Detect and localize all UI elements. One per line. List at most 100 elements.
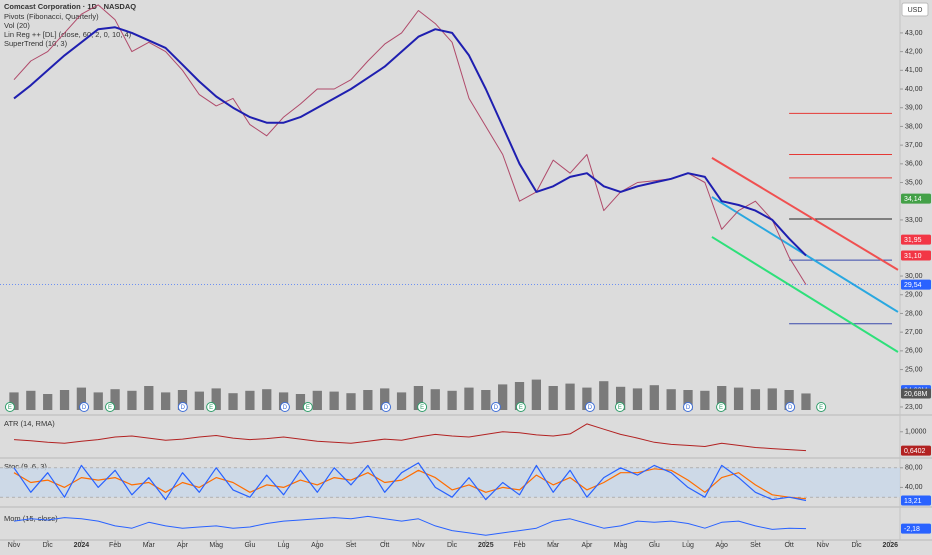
x-tick-label: Feb xyxy=(109,542,121,549)
price-tag xyxy=(901,250,931,261)
event-label: E xyxy=(719,405,723,411)
volume-bar xyxy=(363,390,373,410)
event-label: E xyxy=(618,405,622,411)
x-tick-label: Nov xyxy=(8,542,21,549)
event-marker xyxy=(490,402,501,412)
y-tick-label: 80,00 xyxy=(905,465,923,472)
indicator-label: Lin Reg ++ [DL] (close, 60, 2, 0, 10, 4) xyxy=(4,30,132,39)
regression-line xyxy=(711,236,899,353)
indicator-label: Vol (20) xyxy=(4,21,30,30)
y-tick-label: 40,00 xyxy=(905,484,923,491)
event-label: E xyxy=(306,405,310,411)
event-marker xyxy=(614,402,625,412)
oscillator-band xyxy=(0,467,900,498)
y-tick-label: 36,00 xyxy=(905,161,923,168)
volume-bar xyxy=(329,391,339,410)
volume-bar xyxy=(666,389,676,410)
volume-bar xyxy=(683,390,693,410)
event-label: D xyxy=(788,405,793,411)
y-tick-label: 30,00 xyxy=(905,273,923,280)
series-line xyxy=(13,462,807,502)
volume-bar xyxy=(498,384,508,410)
currency-box[interactable] xyxy=(901,2,929,17)
y-tick-label: 26,00 xyxy=(905,348,923,355)
price-tag-label: 0,6402 xyxy=(904,448,926,455)
series-line xyxy=(13,26,807,257)
y-tick-label: 37,00 xyxy=(905,142,923,149)
volume-bar xyxy=(582,387,592,410)
x-tick-label: Giu xyxy=(244,542,255,549)
volume-bar xyxy=(565,383,575,410)
y-tick-label: 43,00 xyxy=(905,30,923,37)
x-tick-label: 2024 xyxy=(74,542,90,549)
volume-bar xyxy=(447,390,457,410)
volume-bar xyxy=(346,393,356,410)
event-marker xyxy=(683,402,694,412)
volume-bar xyxy=(733,387,744,410)
event-marker xyxy=(417,402,428,412)
volume-bar xyxy=(413,386,424,410)
y-tick-label: 41,00 xyxy=(905,67,923,74)
event-label: D xyxy=(686,405,691,411)
event-marker xyxy=(4,402,15,412)
volume-bar xyxy=(194,391,204,410)
chart-title: Comcast Corporation · 1D · NASDAQ xyxy=(4,2,136,11)
y-tick-label: 29,00 xyxy=(905,292,923,299)
price-tag-label: 34,14 xyxy=(904,196,922,203)
event-label: D xyxy=(82,405,87,411)
event-marker xyxy=(381,402,392,412)
event-label: E xyxy=(209,405,213,411)
event-marker xyxy=(584,402,595,412)
price-tag-label: 31,10 xyxy=(904,253,922,260)
x-tick-label: Ago xyxy=(715,542,728,549)
volume-bar xyxy=(228,393,238,410)
event-label: D xyxy=(494,405,499,411)
price-tag xyxy=(901,523,931,534)
price-tag xyxy=(901,193,931,204)
x-tick-label: Nov xyxy=(412,542,425,549)
volume-bar xyxy=(110,389,120,410)
volume-bar xyxy=(548,386,558,410)
price-tag xyxy=(901,234,931,245)
volume-bar xyxy=(784,390,794,410)
volume-bar xyxy=(700,390,710,410)
event-marker xyxy=(515,402,526,412)
x-tick-label: Dic xyxy=(43,542,54,549)
x-tick-label: Lug xyxy=(278,542,290,549)
event-label: E xyxy=(420,405,424,411)
volume-bar xyxy=(649,385,659,410)
panel-title: Stoc (9, 6, 3) xyxy=(4,462,47,471)
y-tick-label: 33,00 xyxy=(905,217,923,224)
x-tick-label: Feb xyxy=(513,542,525,549)
volume-bar xyxy=(464,387,474,410)
x-tick-label: 2025 xyxy=(478,542,494,549)
x-tick-label: Mar xyxy=(143,542,156,549)
volume-bar xyxy=(9,392,19,410)
volume-bar xyxy=(430,389,440,410)
y-tick-label: 27,00 xyxy=(905,329,923,336)
volume-bar xyxy=(801,393,811,410)
volume-bar xyxy=(76,387,87,410)
x-tick-label: Apr xyxy=(581,542,593,549)
x-tick-label: Apr xyxy=(177,542,189,549)
volume-bar xyxy=(43,394,53,410)
event-label: E xyxy=(519,405,523,411)
x-tick-label: Dic xyxy=(851,542,862,549)
price-tag-label: 13,21 xyxy=(904,498,922,505)
event-label: D xyxy=(181,405,186,411)
price-tag xyxy=(901,445,931,456)
volume-bar xyxy=(481,390,491,410)
volume-bar xyxy=(599,381,609,410)
currency: USD xyxy=(908,7,923,14)
series-line xyxy=(13,468,807,500)
x-tick-label: Ott xyxy=(380,542,389,549)
y-tick-label: 28,00 xyxy=(905,310,923,317)
price-tag xyxy=(901,495,931,506)
x-tick-label: Set xyxy=(750,542,761,549)
volume-bar xyxy=(177,390,188,410)
event-marker xyxy=(716,402,727,412)
x-tick-label: Mag xyxy=(614,542,628,549)
event-marker xyxy=(105,402,116,412)
y-tick-label: 1,0000 xyxy=(905,429,927,436)
